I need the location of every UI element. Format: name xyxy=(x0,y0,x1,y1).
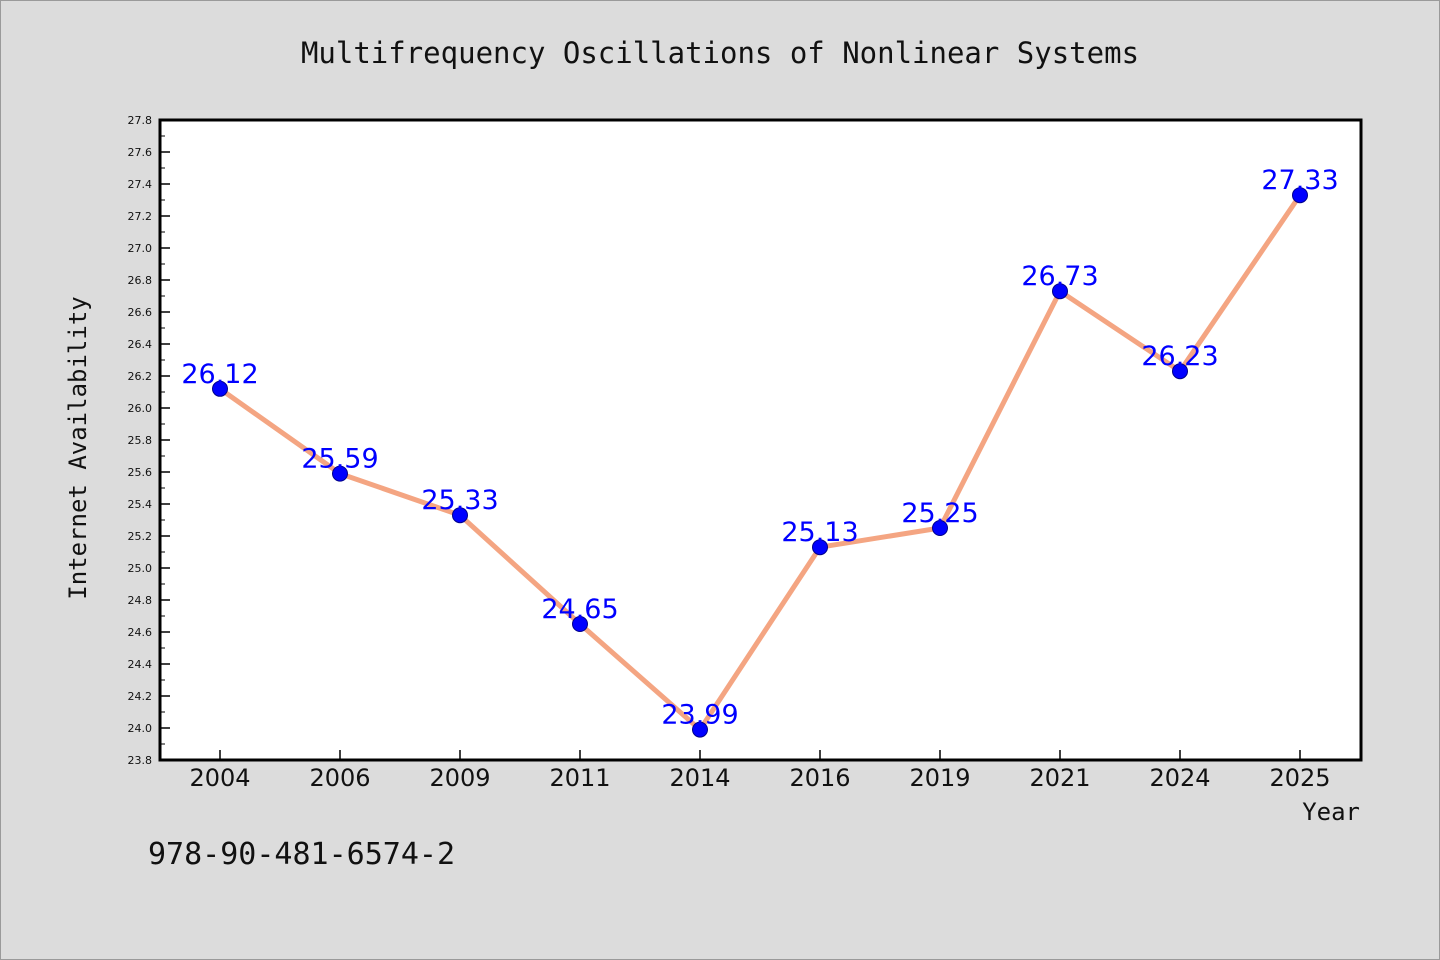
x-tick-label: 2024 xyxy=(1149,764,1210,792)
y-tick-label: 27.4 xyxy=(128,178,153,191)
x-axis-ticks: 2004 2006 2009 2011 2014 2016 2019 2021 2024 2025 xyxy=(189,750,1331,792)
y-tick-label: 25.0 xyxy=(128,562,153,575)
y-tick-label: 25.4 xyxy=(128,498,153,511)
y-axis-ticks: 23.8 24.0 24.2 24.4 24.6 24.8 25.0 25.2 25.4 25.6… xyxy=(128,114,170,767)
data-label: 24.65 xyxy=(541,594,618,625)
y-tick-label: 27.0 xyxy=(128,242,153,255)
y-tick-label: 23.8 xyxy=(128,754,153,767)
data-label: 26.73 xyxy=(1021,261,1098,292)
data-point xyxy=(572,616,588,632)
data-label: 25.59 xyxy=(301,444,378,475)
x-tick-label: 2019 xyxy=(909,764,970,792)
x-tick-label: 2009 xyxy=(429,764,490,792)
isbn-annotation: 978-90-481-6574-2 xyxy=(148,837,455,872)
data-point xyxy=(212,380,228,397)
plot-area xyxy=(158,118,1363,762)
y-tick-label: 27.6 xyxy=(128,146,153,159)
y-tick-label: 27.8 xyxy=(128,114,153,127)
x-tick-label: 2004 xyxy=(189,764,250,792)
data-point xyxy=(812,539,828,556)
data-labels: 26.12 25.59 25.33 24.65 23.99 25.13 25.25 26.73… xyxy=(181,165,1338,730)
data-label: 26.12 xyxy=(181,359,258,390)
y-tick-label: 26.6 xyxy=(128,306,153,319)
x-tick-label: 2025 xyxy=(1269,764,1330,792)
data-point xyxy=(692,721,708,738)
series-markers xyxy=(212,187,1308,738)
data-point xyxy=(332,465,348,482)
y-tick-label: 27.2 xyxy=(128,210,153,223)
series-line xyxy=(218,193,1303,733)
y-tick-label: 26.8 xyxy=(128,274,153,287)
data-label: 25.25 xyxy=(901,498,978,529)
y-tick-label: 26.0 xyxy=(128,402,153,415)
y-tick-label: 25.2 xyxy=(128,530,153,543)
data-point xyxy=(932,520,948,536)
x-axis-label: Year xyxy=(1302,798,1360,826)
y-tick-label: 25.6 xyxy=(128,466,153,479)
y-tick-label: 26.4 xyxy=(128,338,153,351)
data-label: 25.13 xyxy=(781,517,858,548)
y-axis-label: Internet Availability xyxy=(64,296,92,599)
y-tick-label: 24.2 xyxy=(128,690,153,703)
x-tick-label: 2006 xyxy=(309,764,370,792)
x-tick-label: 2014 xyxy=(669,764,730,792)
data-point xyxy=(1292,187,1308,204)
x-tick-label: 2011 xyxy=(549,764,610,792)
y-tick-label: 26.2 xyxy=(128,370,153,383)
y-tick-label: 25.8 xyxy=(128,434,153,447)
chart-title: Multifrequency Oscillations of Nonlinear… xyxy=(301,36,1139,70)
y-tick-label: 24.4 xyxy=(128,658,153,671)
data-point xyxy=(1052,283,1068,300)
y-tick-label: 24.6 xyxy=(128,626,153,639)
data-label: 25.33 xyxy=(421,485,498,516)
data-point xyxy=(452,507,468,524)
data-label: 27.33 xyxy=(1261,165,1338,196)
x-tick-label: 2016 xyxy=(789,764,850,792)
data-point xyxy=(1172,363,1188,380)
x-tick-label: 2021 xyxy=(1029,764,1090,792)
data-label: 26.23 xyxy=(1141,341,1218,372)
y-tick-label: 24.8 xyxy=(128,594,153,607)
y-tick-label: 24.0 xyxy=(128,722,153,735)
data-label: 23.99 xyxy=(661,700,738,731)
